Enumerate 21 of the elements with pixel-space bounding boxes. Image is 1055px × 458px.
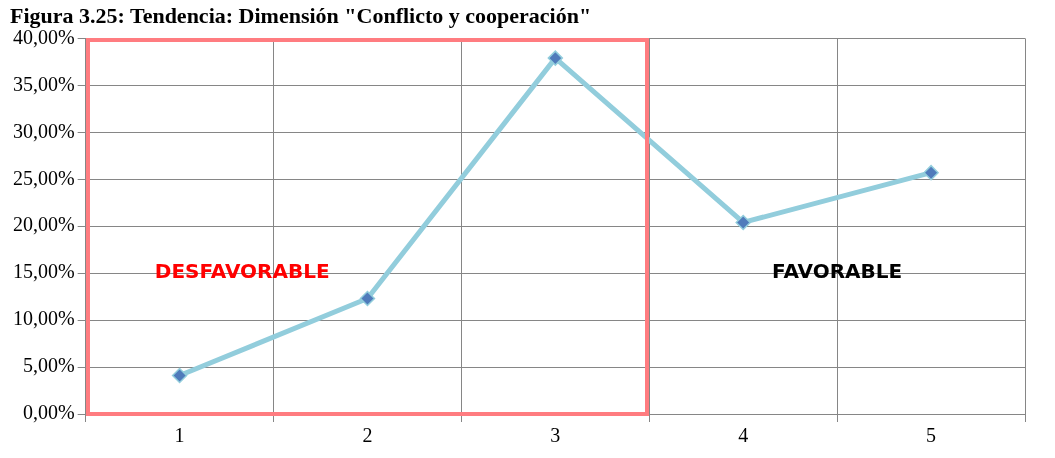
- point: [735, 214, 751, 231]
- y-tick-label: 0,00%: [22, 401, 75, 424]
- y-tick-label: 35,00%: [12, 72, 75, 95]
- point: [359, 290, 376, 307]
- x-tick-label: 1: [174, 424, 185, 447]
- x-tick-label: 2: [362, 424, 373, 447]
- annotation: DESFAVORABLE: [154, 259, 330, 284]
- y-tick-label: 20,00%: [12, 213, 75, 236]
- chart-title: Figura 3.25: Tendencia: Dimensión "Conflicto y cooperación": [10, 2, 592, 28]
- x-tick-label: 4: [738, 424, 749, 447]
- x-tick-label: 3: [550, 424, 561, 447]
- y-tick-label: 30,00%: [12, 119, 75, 142]
- y-tick-label: 15,00%: [12, 260, 75, 283]
- y-tick-label: 25,00%: [12, 166, 75, 189]
- y-tick-label: 10,00%: [12, 307, 75, 330]
- point: [923, 164, 939, 181]
- x-tick-label: 5: [926, 424, 937, 447]
- annotation: FAVORABLE: [772, 259, 903, 284]
- point: [171, 367, 188, 384]
- y-tick-label: 5,00%: [22, 354, 75, 377]
- point: [547, 50, 564, 66]
